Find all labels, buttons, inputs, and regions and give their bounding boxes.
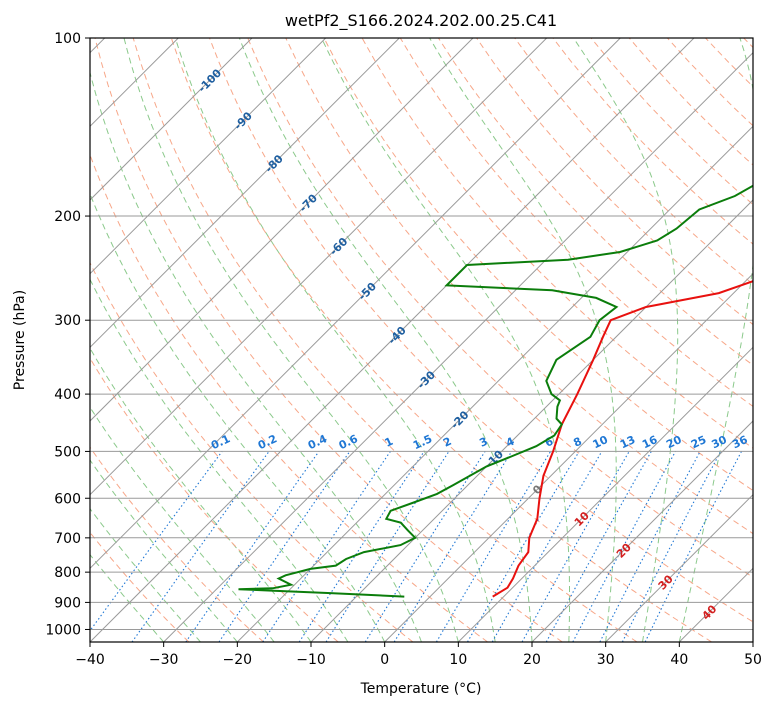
x-axis: −40 −30 −20 −10 0 10 20 30 40 50 bbox=[75, 642, 762, 668]
x-tick-label: −40 bbox=[75, 652, 105, 668]
mixing-ratio-line bbox=[90, 451, 223, 632]
y-tick-label: 100 bbox=[54, 31, 81, 47]
isotherm bbox=[90, 38, 548, 496]
isotherm bbox=[90, 38, 253, 201]
isotherm bbox=[457, 346, 753, 642]
moist-adiabat bbox=[90, 553, 165, 642]
isotherm bbox=[90, 38, 400, 349]
mixing-ratio-line bbox=[298, 451, 425, 642]
moist-adiabat bbox=[429, 38, 617, 642]
mixing-ratio-label: 20 bbox=[664, 433, 684, 451]
x-axis-title: Temperature (°C) bbox=[360, 681, 482, 697]
isotherm bbox=[90, 38, 621, 570]
y-tick-label: 600 bbox=[54, 491, 81, 507]
mixing-ratio-label: 25 bbox=[689, 433, 708, 451]
dry-adiabat bbox=[323, 38, 753, 492]
moist-adiabat bbox=[678, 38, 753, 642]
x-tick-label: 20 bbox=[523, 652, 541, 668]
y-tick-label: 800 bbox=[54, 565, 81, 581]
dry-adiabat bbox=[476, 38, 753, 326]
isotherms bbox=[90, 38, 753, 642]
y-tick-label: 200 bbox=[54, 209, 81, 225]
isotherm bbox=[236, 125, 753, 642]
dry-adiabat bbox=[209, 38, 753, 623]
x-tick-label: 30 bbox=[597, 652, 615, 668]
dry-adiabat bbox=[90, 261, 414, 642]
mixing-ratio-line bbox=[262, 451, 391, 642]
dry-adiabat bbox=[170, 38, 712, 642]
isobars bbox=[90, 38, 753, 630]
x-tick-label: −20 bbox=[223, 652, 253, 668]
moist-adiabat bbox=[321, 38, 571, 642]
moist-adiabat bbox=[174, 38, 496, 642]
x-tick-label: −10 bbox=[296, 652, 326, 668]
isotherm bbox=[531, 420, 753, 642]
mixing-ratio-line bbox=[621, 451, 722, 642]
isotherm bbox=[90, 38, 695, 642]
x-tick-label: 50 bbox=[744, 652, 762, 668]
x-tick-label: 40 bbox=[670, 652, 688, 668]
isotherm bbox=[90, 38, 327, 275]
mixing-ratio-line bbox=[185, 451, 320, 642]
y-tick-label: 700 bbox=[54, 531, 81, 547]
isotherm bbox=[605, 493, 753, 642]
dewpoint-profile bbox=[238, 184, 753, 598]
mixing-ratio-line bbox=[521, 451, 630, 642]
dry-adiabat bbox=[90, 446, 264, 642]
dry-adiabat bbox=[94, 38, 563, 642]
dry-adiabats bbox=[90, 38, 753, 642]
temperature-profile bbox=[492, 280, 753, 598]
y-axis: 100 200 300 400 500 600 700 800 900 1000 bbox=[45, 31, 90, 638]
moist-adiabat bbox=[90, 406, 275, 642]
y-tick-label: 300 bbox=[54, 313, 81, 329]
dry-adiabat bbox=[90, 357, 339, 642]
x-tick-label: 10 bbox=[449, 652, 467, 668]
profile-lines bbox=[238, 184, 753, 598]
moist-adiabat bbox=[238, 38, 533, 642]
moist-adiabat bbox=[90, 507, 201, 642]
moist-adiabat bbox=[90, 278, 349, 642]
moist-adiabat bbox=[90, 459, 238, 642]
dry-adiabat bbox=[285, 38, 753, 535]
mixing-ratio-line bbox=[218, 451, 351, 642]
mixing-ratio-label: 16 bbox=[640, 433, 660, 451]
plot-frame bbox=[89, 37, 754, 643]
isotherm bbox=[384, 272, 753, 642]
y-tick-label: 400 bbox=[54, 387, 81, 403]
y-tick-label: 500 bbox=[54, 444, 81, 460]
dry-adiabat bbox=[132, 38, 638, 642]
isotherm bbox=[163, 51, 753, 642]
x-tick-label: 0 bbox=[380, 652, 389, 668]
y-tick-label: 1000 bbox=[45, 622, 81, 638]
moist-adiabat bbox=[123, 38, 459, 642]
y-tick-label: 900 bbox=[54, 595, 81, 611]
mixing-ratio-line bbox=[644, 451, 742, 642]
mixing-ratio-lines bbox=[90, 451, 742, 642]
dry-adiabat bbox=[247, 38, 753, 578]
moist-adiabat bbox=[90, 192, 386, 642]
mixing-ratio-label: 30 bbox=[710, 433, 730, 451]
isotherm bbox=[310, 199, 753, 642]
mixing-ratio-line bbox=[572, 451, 676, 642]
moist-adiabat bbox=[573, 38, 679, 642]
moist-adiabat bbox=[90, 70, 422, 642]
mixing-ratio-label: 36 bbox=[730, 433, 750, 451]
y-axis-title: Pressure (hPa) bbox=[12, 290, 28, 390]
mixing-ratio-label: 13 bbox=[618, 433, 637, 451]
x-tick-label: −30 bbox=[149, 652, 179, 668]
isotherm bbox=[90, 38, 474, 422]
chart-title: wetPf2_S166.2024.202.00.25.C41 bbox=[285, 11, 557, 31]
mixing-ratio-line bbox=[393, 451, 513, 642]
mixing-ratio-label: 10 bbox=[591, 433, 611, 451]
mixing-ratio-line bbox=[325, 451, 450, 642]
mixing-ratio-line bbox=[545, 451, 652, 642]
